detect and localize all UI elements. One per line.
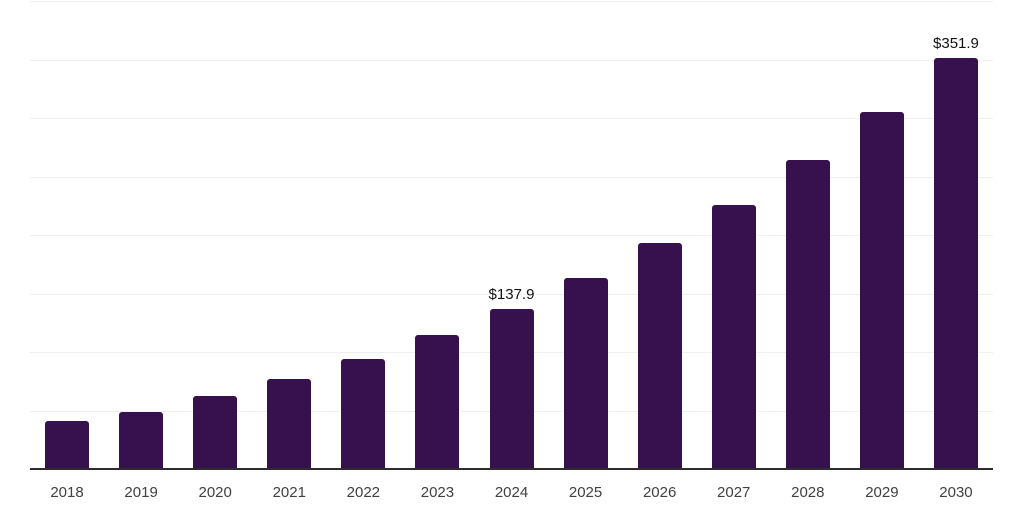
- gridline-350: [30, 59, 993, 61]
- bar-2022: [341, 358, 386, 470]
- bar-2019: [119, 412, 164, 470]
- x-tick-label-2021: 2021: [272, 484, 306, 501]
- x-tick-label-2018: 2018: [50, 484, 84, 501]
- bar-2025: [563, 278, 608, 470]
- gridline-400: [30, 1, 993, 2]
- value-label-2030: $351.9: [933, 35, 979, 53]
- bar-2027: [711, 205, 756, 470]
- x-tick-label-2030: 2030: [939, 484, 973, 501]
- value-label-2024: $137.9: [488, 285, 535, 303]
- gridline-250: [30, 176, 993, 178]
- x-axis-tick-labels: 2018 2019 2020 2021 2022 2023 2024 2025 2026 2027…: [30, 484, 993, 504]
- bar-2020: [193, 395, 238, 470]
- bar-2030: [933, 58, 978, 470]
- bar-2023: [415, 335, 460, 470]
- x-tick-label-2023: 2023: [420, 484, 455, 501]
- x-tick-label-2027: 2027: [717, 484, 751, 501]
- x-tick-label-2026: 2026: [642, 484, 677, 501]
- plot-area: $137.9 $351.9: [30, 1, 993, 470]
- x-tick-label-2028: 2028: [791, 484, 825, 501]
- x-axis-line: [30, 468, 993, 470]
- gridline-300: [30, 118, 993, 119]
- x-tick-label-2024: 2024: [494, 484, 529, 501]
- gridline-150: [30, 293, 993, 295]
- bar-2018: [45, 421, 90, 470]
- bar-2029: [859, 112, 904, 470]
- x-tick-label-2019: 2019: [124, 484, 158, 501]
- bar-2021: [267, 379, 312, 470]
- gridline-200: [30, 235, 993, 236]
- bar-2028: [785, 159, 830, 470]
- x-tick-label-2020: 2020: [198, 484, 232, 501]
- bar-2024: [489, 308, 534, 470]
- x-tick-label-2029: 2029: [865, 484, 899, 501]
- x-tick-label-2022: 2022: [346, 484, 381, 501]
- x-tick-label-2025: 2025: [568, 484, 603, 501]
- bar-2026: [637, 243, 682, 470]
